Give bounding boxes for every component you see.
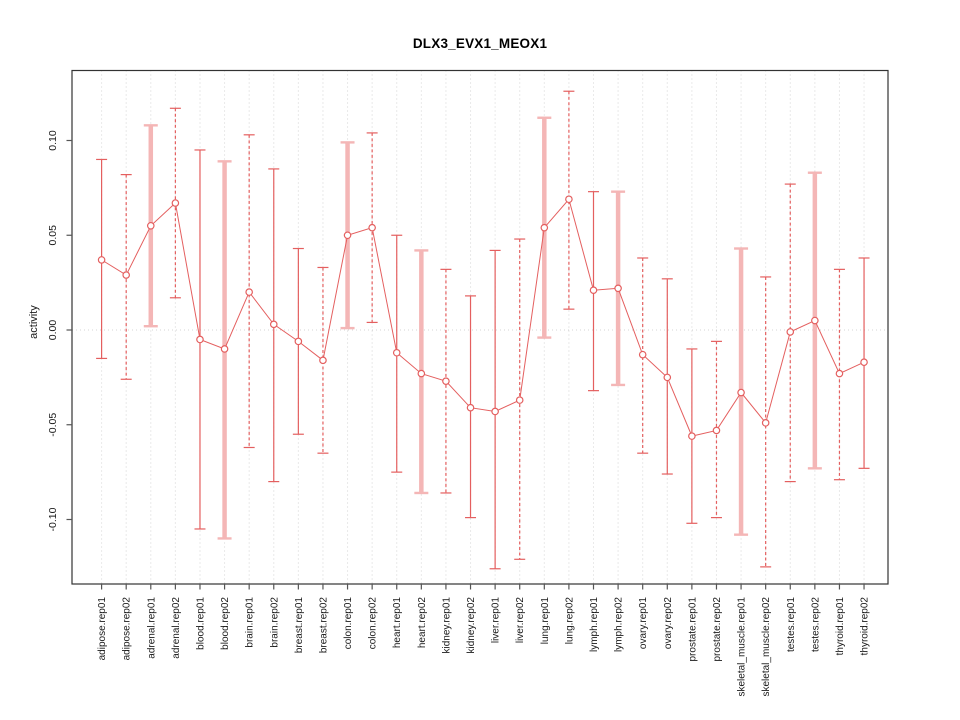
x-tick-label: brain.rep02: [269, 597, 280, 648]
data-point: [245, 288, 253, 296]
data-point: [97, 256, 106, 264]
series-line: [101, 198, 865, 437]
x-tick-label: kidney.rep02: [466, 597, 477, 654]
data-point: [811, 316, 819, 325]
data-point: [294, 337, 303, 346]
x-tick-label: skeletal_muscle.rep02: [761, 597, 772, 697]
x-tick-label: prostate.rep02: [712, 597, 723, 662]
data-point: [491, 407, 499, 416]
data-point: [688, 432, 696, 440]
x-tick-label: liver.rep01: [491, 597, 502, 644]
x-tick-label: lung.rep02: [564, 597, 575, 645]
x-tick-label: adipose.rep01: [97, 597, 108, 661]
data-point: [515, 396, 524, 404]
data-point: [392, 348, 401, 357]
x-tick-label: ovary.rep02: [663, 597, 674, 650]
x-tick-label: blood.rep02: [220, 597, 231, 650]
y-tick-label: -0.10: [47, 507, 59, 531]
x-tick-label: testes.rep01: [786, 597, 797, 652]
y-tick-label: 0.10: [47, 130, 59, 151]
x-tick-label: thyroid.rep02: [860, 597, 871, 656]
data-point: [196, 335, 204, 344]
data-point: [761, 419, 770, 427]
data-point: [146, 221, 155, 230]
x-tick-label: heart.rep01: [392, 597, 403, 649]
data-point: [835, 369, 844, 378]
chart-title: DLX3_EVX1_MEOX1: [412, 36, 548, 51]
y-tick-label: -0.05: [47, 413, 59, 437]
data-point: [860, 358, 868, 367]
data-point: [368, 223, 376, 232]
data-point: [343, 231, 352, 240]
y-tick-label: 0.05: [47, 225, 59, 246]
x-tick-label: ovary.rep01: [638, 597, 649, 650]
x-tick-label: lung.rep01: [540, 597, 551, 645]
data-point: [712, 426, 721, 435]
data-point: [122, 271, 130, 279]
data-point: [319, 356, 327, 365]
x-tick-label: kidney.rep01: [441, 597, 452, 654]
y-tick-label: 0.00: [47, 320, 59, 341]
x-tick-label: colon.rep01: [343, 597, 354, 650]
x-tick-label: breast.rep01: [294, 597, 305, 654]
x-tick-label: lymph.rep01: [589, 597, 600, 652]
x-tick-label: skeletal_muscle.rep01: [737, 597, 748, 697]
x-tick-label: liver.rep02: [515, 597, 526, 644]
x-tick-label: breast.rep02: [318, 597, 329, 654]
data-point: [540, 223, 549, 232]
data-point: [786, 328, 795, 336]
x-tick-label: prostate.rep01: [687, 597, 698, 662]
x-tick-label: thyroid.rep01: [835, 597, 846, 656]
data-point: [614, 284, 622, 293]
data-point: [565, 195, 573, 204]
x-tick-label: heart.rep02: [417, 597, 428, 649]
data-point: [442, 377, 450, 385]
data-point: [417, 369, 426, 378]
x-tick-label: blood.rep01: [195, 597, 206, 650]
plot-frame: [71, 69, 889, 585]
data-point: [466, 403, 475, 412]
data-point: [663, 373, 672, 382]
data-point: [589, 286, 598, 295]
data-point: [220, 345, 229, 353]
x-tick-label: adrenal.rep02: [171, 597, 182, 659]
data-point: [737, 388, 745, 397]
x-tick-label: colon.rep02: [368, 597, 379, 650]
data-point: [171, 199, 180, 207]
x-tick-label: lymph.rep02: [614, 597, 625, 652]
data-point: [638, 350, 647, 359]
x-tick-label: brain.rep01: [245, 597, 256, 648]
x-tick-label: testes.rep02: [810, 597, 821, 652]
x-tick-label: adrenal.rep01: [146, 597, 157, 659]
x-tick-label: adipose.rep02: [122, 597, 133, 661]
data-point: [269, 320, 278, 329]
